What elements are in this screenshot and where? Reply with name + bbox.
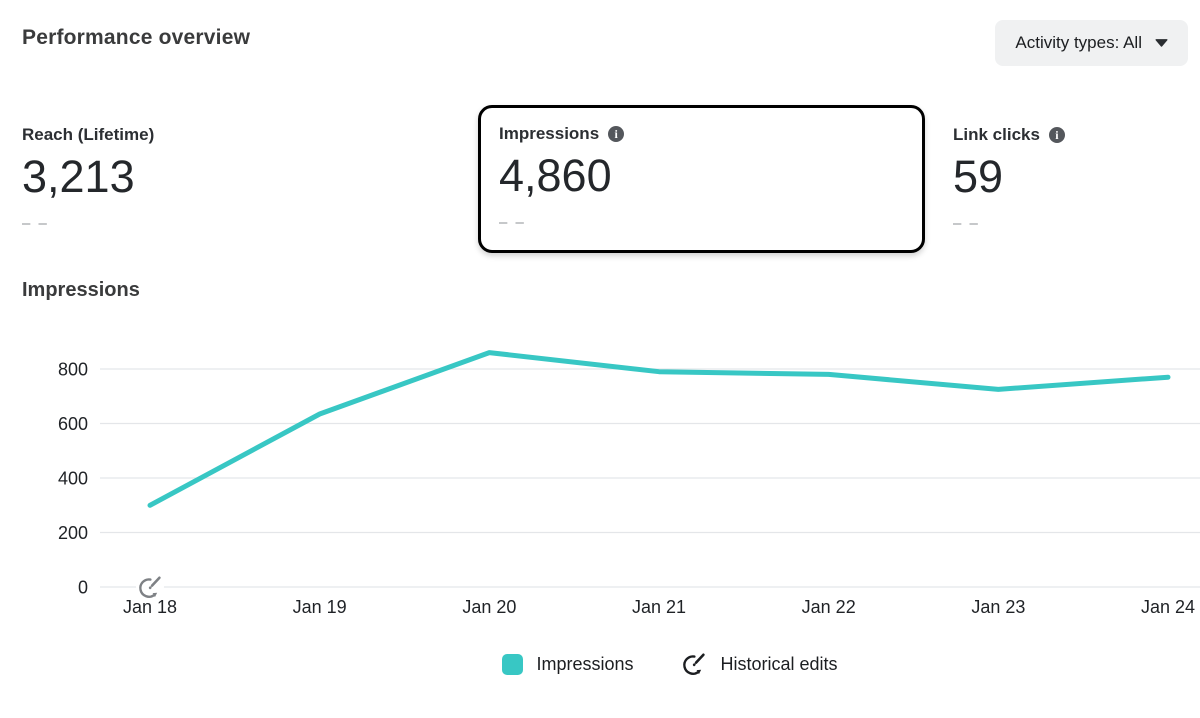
- metric-delta: – –: [953, 215, 980, 232]
- impressions-line[interactable]: [147, 350, 1171, 508]
- metric-value: 3,213: [22, 151, 135, 202]
- x-tick-label: Jan 24: [1141, 597, 1195, 617]
- impressions-swatch-icon: [502, 653, 524, 675]
- info-icon[interactable]: i: [1048, 127, 1065, 143]
- metric-card-reach[interactable]: Reach (Lifetime) 3,213 – –: [22, 105, 478, 232]
- y-tick-label: 200: [58, 523, 88, 543]
- legend-item-historical-edits: Historical edits: [681, 651, 838, 677]
- metric-label: Impressions i: [499, 124, 904, 144]
- y-tick-label: 0: [78, 578, 88, 598]
- activity-types-dropdown-label: Activity types: All: [1015, 33, 1142, 52]
- metric-delta: – –: [499, 214, 526, 231]
- metric-card-impressions-selected[interactable]: Impressions i 4,860 – –: [478, 105, 925, 253]
- activity-types-dropdown[interactable]: Activity types: All: [995, 20, 1188, 66]
- x-tick-label: Jan 18: [123, 597, 177, 617]
- x-tick-label: Jan 20: [462, 597, 516, 617]
- x-tick-label: Jan 23: [971, 597, 1025, 617]
- y-tick-label: 800: [58, 360, 88, 380]
- page-title: Performance overview: [22, 26, 251, 49]
- metric-value: 59: [953, 151, 1004, 202]
- metric-cards-row: Reach (Lifetime) 3,213 – – Impressions i…: [0, 105, 1200, 253]
- metric-value: 4,860: [499, 150, 612, 201]
- x-tick-label: Jan 21: [632, 597, 686, 617]
- chart-grid-layer: [100, 368, 1200, 588]
- metric-label: Reach (Lifetime): [22, 125, 155, 144]
- chevron-down-icon: [1155, 39, 1168, 47]
- chart-xtick-layer: Jan 18 Jan 19 Jan 20 Jan 21 Jan 22 Jan 23 Jan …: [123, 597, 1195, 617]
- metric-delta: – –: [22, 215, 49, 232]
- chart-marker-layer: [136, 573, 164, 601]
- metric-label: Link clicks i: [953, 125, 1065, 145]
- legend-label: Impressions: [536, 653, 634, 674]
- performance-overview-header: Performance overview Activity types: All: [0, 0, 1200, 66]
- chart-series-layer: [147, 350, 1171, 508]
- legend-label: Historical edits: [720, 653, 838, 674]
- historical-edits-icon: [681, 651, 707, 677]
- metric-card-link-clicks[interactable]: Link clicks i 59 – –: [953, 105, 1065, 232]
- info-icon[interactable]: i: [608, 126, 625, 142]
- chart-ytick-layer: 0 200 400 600 800: [58, 360, 88, 598]
- chart-legend: Impressions Historical edits: [0, 651, 1200, 677]
- chart-section-title: Impressions: [22, 279, 140, 301]
- x-tick-label: Jan 19: [293, 597, 347, 617]
- y-tick-label: 400: [58, 469, 88, 489]
- legend-item-impressions: Impressions: [502, 653, 634, 675]
- y-tick-label: 600: [58, 414, 88, 434]
- x-tick-label: Jan 22: [802, 597, 856, 617]
